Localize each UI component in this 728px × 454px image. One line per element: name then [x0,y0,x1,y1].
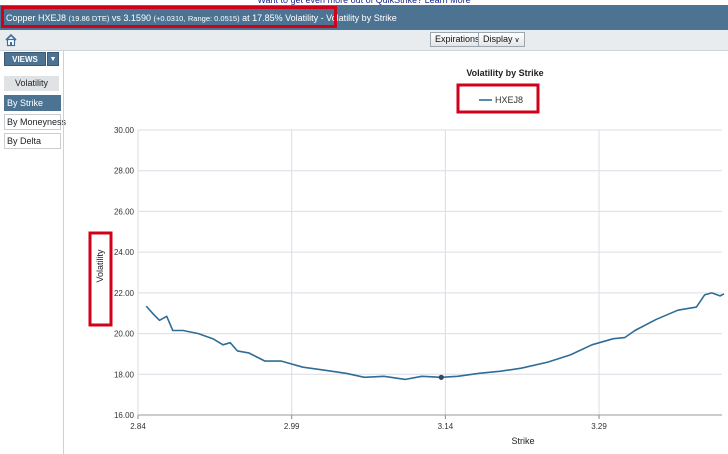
views-sidebar: VIEWS ▼ Volatility By Strike By Moneynes… [0,50,66,454]
sidebar-divider [63,50,64,454]
title-instrument: Copper HXEJ8 [6,12,67,23]
learn-more-link[interactable]: Want to get even more out of QuikStrike?… [257,0,471,5]
sidebar-item-by-moneyness[interactable]: By Moneyness [4,114,66,130]
sidebar-section-volatility: Volatility [4,76,59,91]
current-price-marker [438,374,444,380]
title-price: vs 3.1590 [111,12,151,23]
toolbar: Expirations ∨ Display∨ [0,30,728,51]
chart-grid [137,129,722,416]
y-tick-label: 30.00 [114,126,135,135]
y-tick-label: 20.00 [114,330,135,339]
expirations-label: Expirations [435,34,480,44]
home-icon[interactable] [4,33,18,47]
x-axis: 2.84 2.99 3.14 3.29 [130,414,722,431]
y-tick-label: 18.00 [114,370,135,379]
plot-area [145,292,725,381]
chevron-down-icon: ∨ [514,37,520,44]
chevron-down-icon[interactable]: ▼ [47,52,59,66]
x-tick-label: 2.99 [284,422,300,431]
y-tick-label: 22.00 [114,289,135,298]
chart-title: Volatility by Strike [466,68,543,78]
legend-highlight-box [456,83,540,114]
sidebar-item-by-delta[interactable]: By Delta [4,133,61,149]
title-change: (+0.0310, [153,13,186,23]
y-tick-label: 24.00 [114,248,135,257]
y-axis-label: Volatility [95,249,105,283]
display-label: Display [483,34,513,44]
sidebar-item-by-strike[interactable]: By Strike [4,95,61,111]
x-tick-label: 3.29 [591,422,607,431]
title-dte: (19.86 DTE) [68,13,110,23]
y-axis: 16.00 18.00 20.00 22.00 24.00 26.00 28.00 30.00 [114,126,135,420]
title-range: Range: 0.0515) [187,13,240,23]
title-suffix: at 17.85% Volatility - Volatility by Str… [242,12,397,23]
views-button[interactable]: VIEWS [4,52,46,66]
chart-legend: HXEJ8 [479,95,523,105]
legend-item-hxej8: HXEJ8 [495,95,523,105]
ylabel-highlight-box [88,231,113,327]
y-tick-label: 16.00 [114,411,135,420]
series-line-hxej8 [145,292,725,381]
y-tick-label: 28.00 [114,167,135,176]
x-tick-label: 3.14 [438,422,454,431]
y-tick-label: 26.00 [114,207,135,216]
x-tick-label: 2.84 [130,422,146,431]
display-button[interactable]: Display ∨ [478,32,525,47]
page-title: Copper HXEJ8 (19.86 DTE) vs 3.1590 (+0.0… [0,13,397,23]
x-axis-label: Strike [511,436,534,446]
